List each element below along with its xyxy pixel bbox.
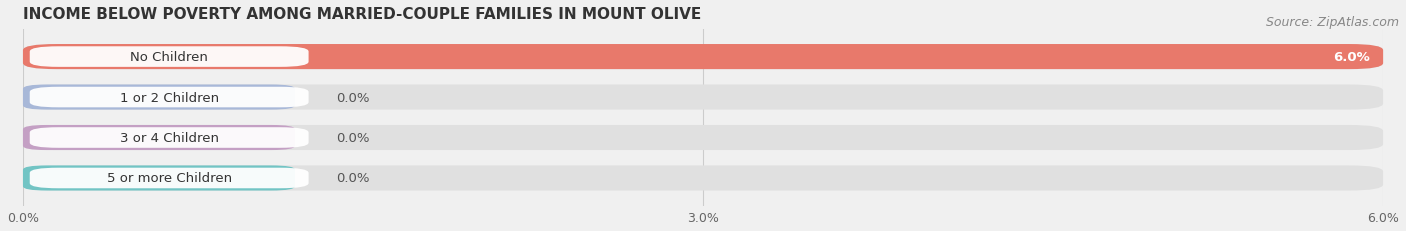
FancyBboxPatch shape	[22, 85, 1384, 110]
FancyBboxPatch shape	[22, 125, 295, 150]
FancyBboxPatch shape	[22, 85, 295, 110]
Text: 6.0%: 6.0%	[1333, 51, 1369, 64]
Text: 1 or 2 Children: 1 or 2 Children	[120, 91, 219, 104]
Text: 0.0%: 0.0%	[336, 131, 370, 144]
Text: No Children: No Children	[131, 51, 208, 64]
Text: 0.0%: 0.0%	[336, 91, 370, 104]
FancyBboxPatch shape	[30, 168, 308, 188]
FancyBboxPatch shape	[22, 125, 1384, 150]
FancyBboxPatch shape	[30, 47, 308, 68]
FancyBboxPatch shape	[22, 45, 1384, 70]
Text: 0.0%: 0.0%	[336, 172, 370, 185]
FancyBboxPatch shape	[22, 166, 1384, 191]
FancyBboxPatch shape	[22, 166, 295, 191]
FancyBboxPatch shape	[22, 45, 1384, 70]
Text: Source: ZipAtlas.com: Source: ZipAtlas.com	[1265, 16, 1399, 29]
Text: 3 or 4 Children: 3 or 4 Children	[120, 131, 219, 144]
FancyBboxPatch shape	[30, 87, 308, 108]
FancyBboxPatch shape	[30, 128, 308, 148]
Text: 5 or more Children: 5 or more Children	[107, 172, 232, 185]
Text: INCOME BELOW POVERTY AMONG MARRIED-COUPLE FAMILIES IN MOUNT OLIVE: INCOME BELOW POVERTY AMONG MARRIED-COUPL…	[22, 7, 702, 22]
